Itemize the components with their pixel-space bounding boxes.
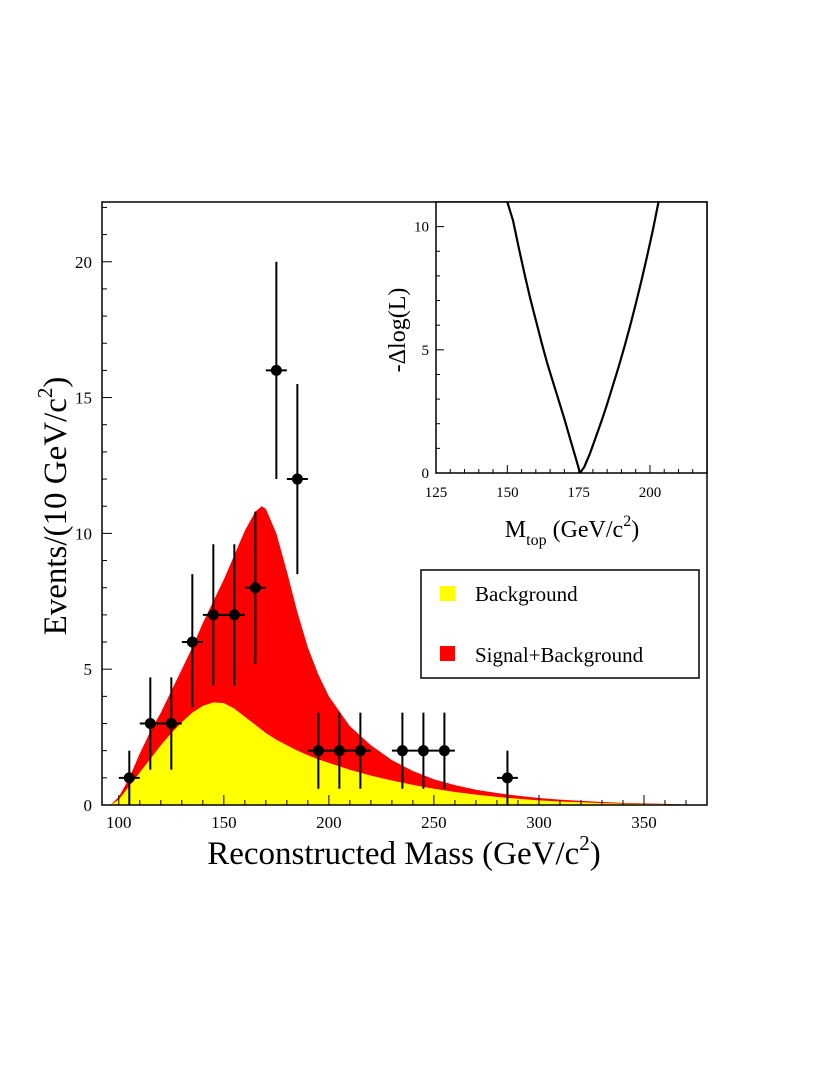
main-x-axis-title: Reconstructed Mass (GeV/c2) [207, 831, 601, 872]
data-marker [438, 745, 450, 757]
legend-swatch-signal-background [440, 646, 455, 661]
data-point-3 [181, 574, 203, 708]
y-tick-label: 0 [84, 796, 93, 815]
inset-curve [506, 202, 660, 473]
data-marker [186, 636, 198, 648]
data-marker [501, 772, 513, 784]
data-marker [123, 772, 135, 784]
x-tick-label: 200 [316, 813, 342, 832]
data-marker [207, 609, 219, 621]
x-tick-label: 250 [421, 813, 447, 832]
inset-y-tick-label: 5 [422, 343, 430, 359]
data-point-13 [412, 712, 434, 789]
inset-x-axis-title: Mtop (GeV/c2) [505, 513, 639, 549]
x-tick-label: 100 [106, 813, 132, 832]
x-tick-label: 350 [631, 813, 657, 832]
y-tick-label: 5 [84, 660, 93, 679]
data-point-12 [391, 712, 413, 789]
y-tick-label: 20 [75, 253, 92, 272]
area-series-background [110, 702, 697, 805]
legend-swatch-background [440, 586, 455, 601]
data-point-9 [307, 712, 329, 789]
data-point-7 [265, 261, 287, 480]
inset-y-tick-label: 10 [414, 220, 429, 236]
main-y-axis: 0 5 10 15 20 [75, 206, 112, 815]
y-tick-label: 10 [75, 524, 92, 543]
inset-plot-border [435, 201, 708, 474]
data-marker [291, 473, 303, 485]
inset-y-tick-label: 0 [422, 466, 430, 482]
main-data-points [118, 261, 518, 805]
main-x-axis: 100 150 200 250 300 350 [106, 795, 687, 832]
inset-plot: 125 150 175 200 0 5 10 Mtop (GeV/c2) -Δlog(L) [385, 201, 708, 549]
data-marker [165, 718, 177, 730]
data-point-8 [286, 383, 308, 575]
data-point-15 [496, 750, 518, 805]
data-point-2 [160, 677, 182, 770]
data-marker [354, 745, 366, 757]
legend-box [420, 569, 700, 679]
data-marker [417, 745, 429, 757]
data-marker [228, 609, 240, 621]
inset-x-tick-label: 125 [425, 485, 448, 501]
likelihood-curve [506, 202, 660, 473]
data-marker [270, 364, 282, 376]
data-point-1 [139, 677, 161, 770]
inset-x-tick-label: 175 [567, 485, 590, 501]
data-point-14 [433, 712, 455, 789]
data-marker [396, 745, 408, 757]
legend-label-background: Background [475, 582, 578, 606]
data-point-5 [223, 544, 245, 686]
main-plot-border [101, 201, 708, 806]
data-point-11 [349, 712, 371, 789]
data-point-10 [328, 712, 350, 789]
inset-x-tick-label: 200 [639, 485, 662, 501]
x-tick-label: 300 [526, 813, 552, 832]
inset-y-axis-title: -Δlog(L) [385, 288, 411, 373]
data-point-6 [244, 511, 266, 664]
data-marker [333, 745, 345, 757]
inset-plot-frame [436, 202, 707, 473]
data-marker [144, 718, 156, 730]
main-areas [110, 506, 697, 805]
x-tick-label: 150 [211, 813, 237, 832]
y-tick-label: 15 [75, 389, 92, 408]
legend-label-signal-background: Signal+Background [475, 643, 644, 667]
inset-x-tick-label: 150 [496, 485, 519, 501]
data-point-4 [202, 544, 224, 686]
data-point-0 [118, 750, 140, 805]
legend: Background Signal+Background [420, 569, 700, 679]
data-marker [312, 745, 324, 757]
data-marker [249, 582, 261, 594]
main-y-axis-title: Events/(10 GeV/c2) [33, 377, 74, 636]
